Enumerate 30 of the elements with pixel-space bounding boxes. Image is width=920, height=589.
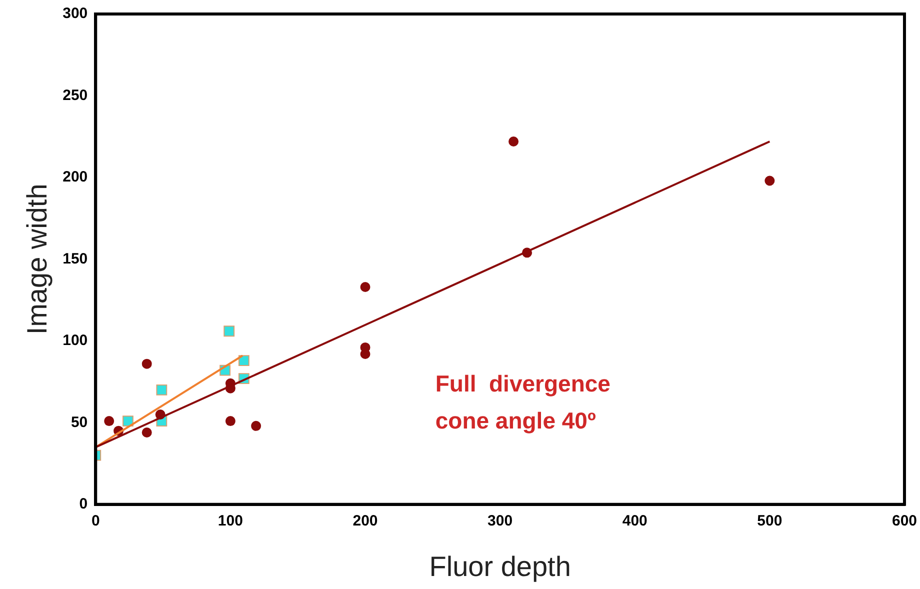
x-tick-label: 0	[91, 512, 100, 530]
point	[156, 384, 168, 396]
y-tick-label: 200	[62, 168, 88, 186]
point	[238, 355, 250, 366]
y-tick-label: 50	[70, 414, 88, 431]
point	[360, 282, 370, 292]
y-tick-label: 0	[79, 496, 88, 513]
point	[251, 420, 262, 431]
point	[225, 416, 236, 426]
point	[142, 427, 152, 438]
point	[104, 416, 114, 426]
point	[360, 349, 370, 360]
x-axis-title: Fluor depth	[429, 550, 571, 582]
point	[142, 358, 152, 369]
x-tick-label: 400	[622, 512, 648, 530]
x-tick-label: 500	[757, 512, 782, 530]
x-tick-label: 600	[892, 512, 917, 530]
y-tick-label: 250	[62, 86, 88, 104]
y-axis-title: Image width	[22, 184, 53, 335]
x-tick-label: 100	[218, 512, 243, 530]
point	[224, 326, 235, 337]
y-tick-label: 100	[62, 332, 88, 350]
point	[122, 416, 134, 426]
y-tick-label: 300	[62, 5, 88, 22]
annotation: Full divergence cone angle 40º	[435, 370, 610, 434]
x-tick-label: 200	[352, 512, 378, 530]
point	[508, 136, 519, 147]
x-tick-label: 300	[488, 512, 513, 530]
y-tick-label: 150	[62, 250, 88, 268]
point	[764, 176, 775, 186]
